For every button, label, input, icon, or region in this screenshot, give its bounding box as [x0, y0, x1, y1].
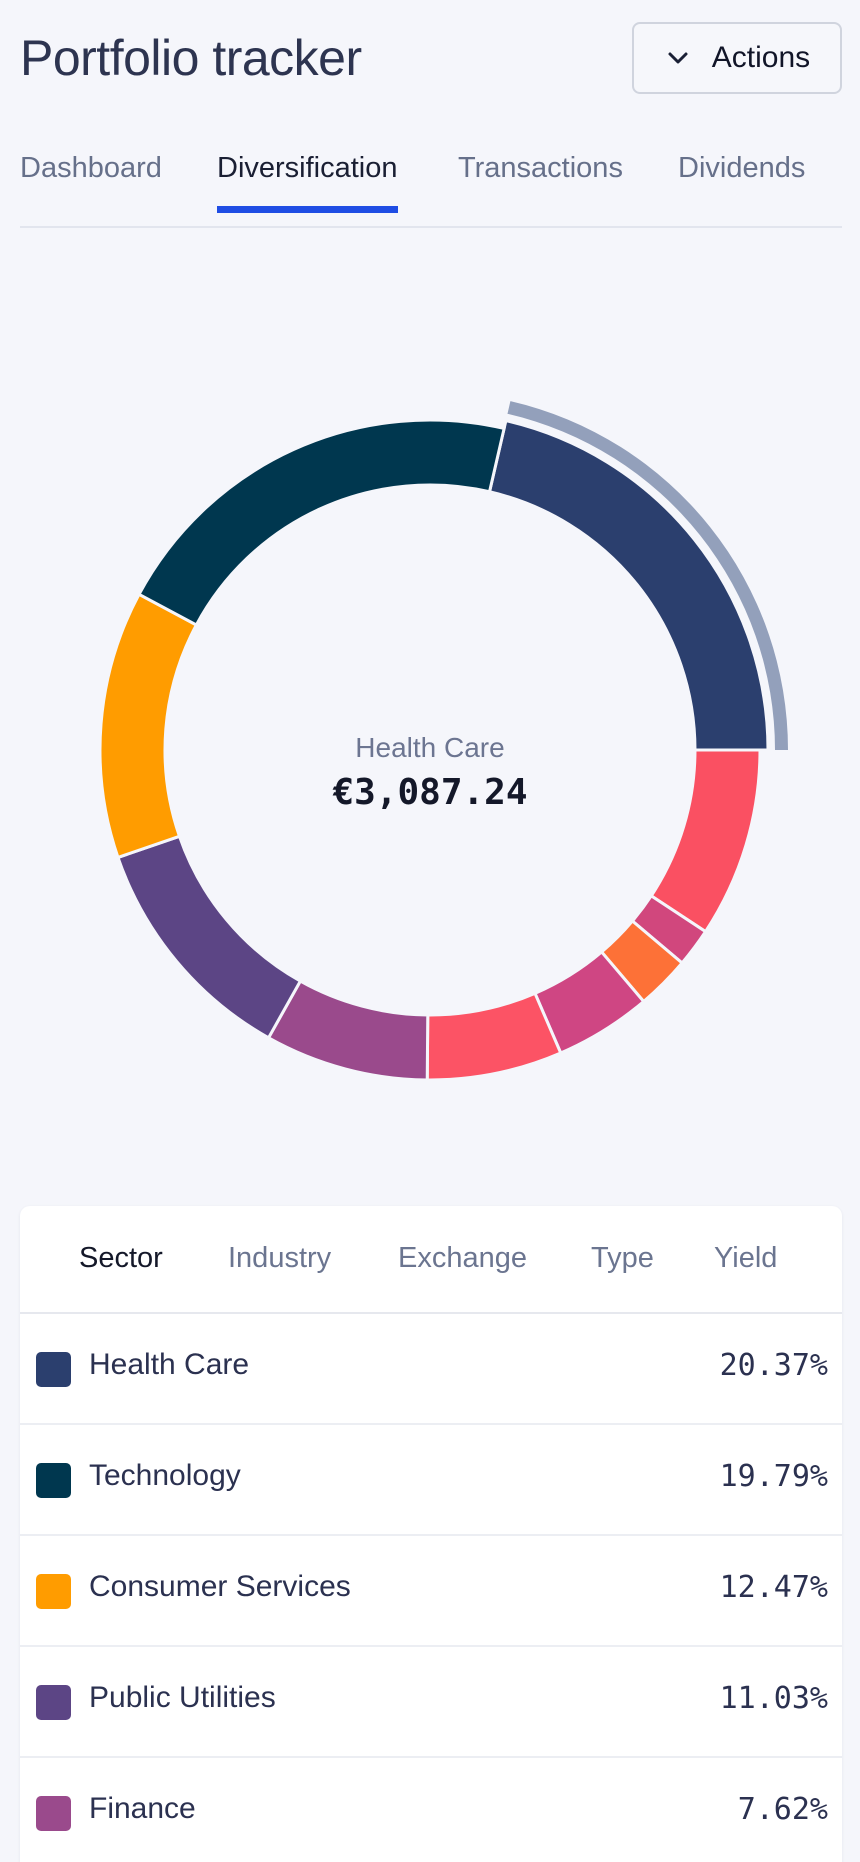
donut-slice-unlabeled-5[interactable]: [425, 991, 563, 1082]
header: Portfolio tracker Actions: [20, 22, 842, 94]
donut-highlight-ring: [507, 401, 788, 750]
row-label: Consumer Services: [89, 1570, 351, 1603]
color-swatch: [36, 1463, 71, 1498]
donut-chart: Health Care €3,087.24: [0, 340, 860, 1120]
table-row[interactable]: Health Care 20.37%: [20, 1314, 842, 1425]
color-swatch: [36, 1685, 71, 1720]
actions-button-label: Actions: [711, 41, 811, 74]
breakdown-card: Sector Industry Exchange Type Yield Heal…: [20, 1206, 842, 1862]
color-swatch: [36, 1574, 71, 1609]
donut-slice-technology[interactable]: [137, 418, 506, 628]
actions-button[interactable]: Actions: [632, 22, 842, 94]
subtab-exchange[interactable]: Exchange: [398, 1242, 527, 1274]
row-label: Technology: [89, 1459, 241, 1492]
tab-dashboard[interactable]: Dashboard: [20, 152, 162, 184]
chart-center-label: Health Care: [355, 732, 505, 763]
row-value: 12.47%: [719, 1570, 828, 1605]
color-swatch: [36, 1796, 71, 1831]
table-row[interactable]: Finance 7.62%: [20, 1758, 842, 1862]
row-value: 7.62%: [737, 1792, 828, 1827]
row-label: Finance: [89, 1792, 196, 1825]
table-row[interactable]: Public Utilities 11.03%: [20, 1647, 842, 1758]
tab-dividends[interactable]: Dividends: [678, 152, 806, 184]
row-label: Health Care: [89, 1348, 250, 1381]
color-swatch: [36, 1352, 71, 1387]
table-row[interactable]: Technology 19.79%: [20, 1425, 842, 1536]
tab-transactions[interactable]: Transactions: [458, 152, 623, 184]
donut-slice-health-care[interactable]: [487, 418, 770, 752]
donut-slice-public-utilities[interactable]: [116, 834, 303, 1040]
row-label: Public Utilities: [89, 1681, 276, 1714]
subtab-yield[interactable]: Yield: [714, 1242, 778, 1274]
page-title: Portfolio tracker: [20, 30, 362, 86]
donut-chart-svg: [98, 401, 788, 1082]
tab-diversification[interactable]: Diversification: [217, 152, 398, 213]
chart-center-value: €3,087.24: [332, 772, 528, 813]
main-tabs: Dashboard Diversification Transactions D…: [20, 140, 842, 228]
chevron-down-icon: [664, 44, 692, 72]
breakdown-tabs: Sector Industry Exchange Type Yield: [20, 1206, 842, 1314]
subtab-industry[interactable]: Industry: [228, 1242, 332, 1274]
row-value: 19.79%: [719, 1459, 828, 1494]
subtab-type[interactable]: Type: [591, 1242, 654, 1274]
row-value: 11.03%: [719, 1681, 828, 1716]
donut-slice-consumer-services[interactable]: [98, 592, 199, 860]
row-value: 20.37%: [719, 1348, 828, 1383]
subtab-sector[interactable]: Sector: [79, 1242, 163, 1274]
table-row[interactable]: Consumer Services 12.47%: [20, 1536, 842, 1647]
